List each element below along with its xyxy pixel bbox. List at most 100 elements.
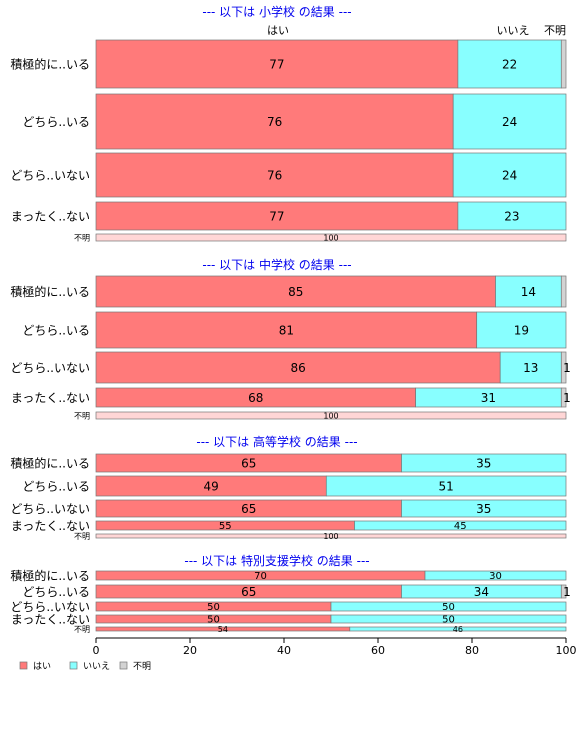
data-label: 77 [269,57,284,71]
data-label: 34 [474,585,489,599]
data-label: 65 [241,502,256,516]
category-label: 不明 [74,411,90,420]
x-tick-label: 80 [465,644,479,657]
legend-swatch [119,661,128,670]
data-label: 31 [481,391,496,405]
bar-segment-yes [95,351,501,384]
bar-segment-no [325,475,567,497]
data-label: 65 [241,456,256,470]
data-label: 49 [204,479,219,493]
category-label: 不明 [74,625,90,634]
bar-segment-no [457,39,562,89]
bar-segment-no [495,275,562,308]
legend-swatch [69,661,78,670]
data-label: 54 [218,625,228,634]
bar-segment-yes [95,233,567,242]
category-label: どちら..いる [22,115,90,129]
data-label: 35 [476,502,491,516]
data-label: 1 [563,361,571,375]
data-label: 76 [267,115,282,129]
data-label: 81 [279,323,294,337]
category-label: まったく..ない [11,519,90,533]
x-tick-label: 60 [371,644,385,657]
legend-label: いいえ [83,661,110,672]
x-tick-label: 0 [93,644,100,657]
data-label: 50 [207,602,220,613]
data-label: 24 [502,115,517,129]
bar-segment-no [476,311,567,349]
x-tick-label: 100 [556,644,577,657]
legend-label: はい [33,661,51,672]
bar-segment-unknown [560,387,567,408]
data-label: 76 [267,168,282,182]
bar-segment-no [401,453,567,473]
bar-segment-no [330,614,567,624]
category-label: どちら..いる [22,585,90,599]
data-label: 70 [254,571,267,582]
data-label: 50 [442,602,455,613]
panel-title: --- 以下は 特別支援学校 の結果 --- [184,553,369,568]
bar-segment-yes [95,39,459,89]
category-label: どちら..いる [22,479,90,493]
data-label: 45 [454,521,467,532]
bar-segment-no [330,601,567,612]
data-label: 77 [269,209,284,223]
bar-segment-no [452,152,567,198]
bar-segment-yes [95,533,567,539]
bar-segment-no [424,570,567,581]
category-label: どちら..いない [10,168,90,182]
data-label: 100 [323,233,338,242]
bar-segment-unknown [560,351,567,384]
category-label: 積極的に..いる [10,284,90,299]
bar-segment-no [354,520,567,531]
data-label: 85 [288,285,303,299]
column-header: いいえ [497,24,530,37]
panel-title: --- 以下は 中学校 の結果 --- [202,257,351,272]
data-label: 19 [514,323,529,337]
data-label: 23 [504,209,519,223]
data-label: 100 [323,411,338,420]
data-label: 13 [523,361,538,375]
data-label: 22 [502,57,517,71]
category-label: 積極的に..いる [10,568,90,583]
category-label: 積極的に..いる [10,455,90,470]
data-label: 68 [248,391,263,405]
category-label: まったく..ない [11,391,90,405]
bar-segment-no [457,201,567,231]
bar-segment-yes [95,201,459,231]
category-label: 積極的に..いる [10,56,90,71]
data-label: 30 [489,571,502,582]
bar-segment-yes [95,411,567,420]
data-label: 1 [563,391,571,405]
legend-swatch [19,661,28,670]
data-label: 50 [442,615,455,626]
category-label: どちら..いる [22,323,90,337]
data-label: 86 [290,361,305,375]
data-label: 35 [476,456,491,470]
category-label: どちら..いない [10,361,90,375]
category-label: まったく..ない [11,612,90,626]
bar-segment-no [349,626,567,632]
bar-segment-yes [95,311,478,349]
category-label: どちら..いない [10,502,90,516]
x-tick-label: 40 [277,644,291,657]
bar-segment-yes [95,93,454,150]
bar-segment-no [499,351,562,384]
data-label: 1 [563,585,571,599]
bar-segment-no [452,93,567,150]
bar-segment-unknown [560,39,567,89]
data-label: 65 [241,585,256,599]
bar-segment-no [401,499,567,518]
category-label: まったく..ない [11,209,90,223]
x-tick-label: 20 [183,644,197,657]
bar-segment-yes [95,275,496,308]
category-label: 不明 [74,233,90,242]
data-label: 46 [453,625,463,634]
data-label: 100 [323,532,338,541]
data-label: 24 [502,168,517,182]
panel-title: --- 以下は 小学校 の結果 --- [202,4,351,19]
data-label: 51 [439,479,454,493]
column-header: はい [267,24,289,37]
legend-label: 不明 [133,661,151,672]
